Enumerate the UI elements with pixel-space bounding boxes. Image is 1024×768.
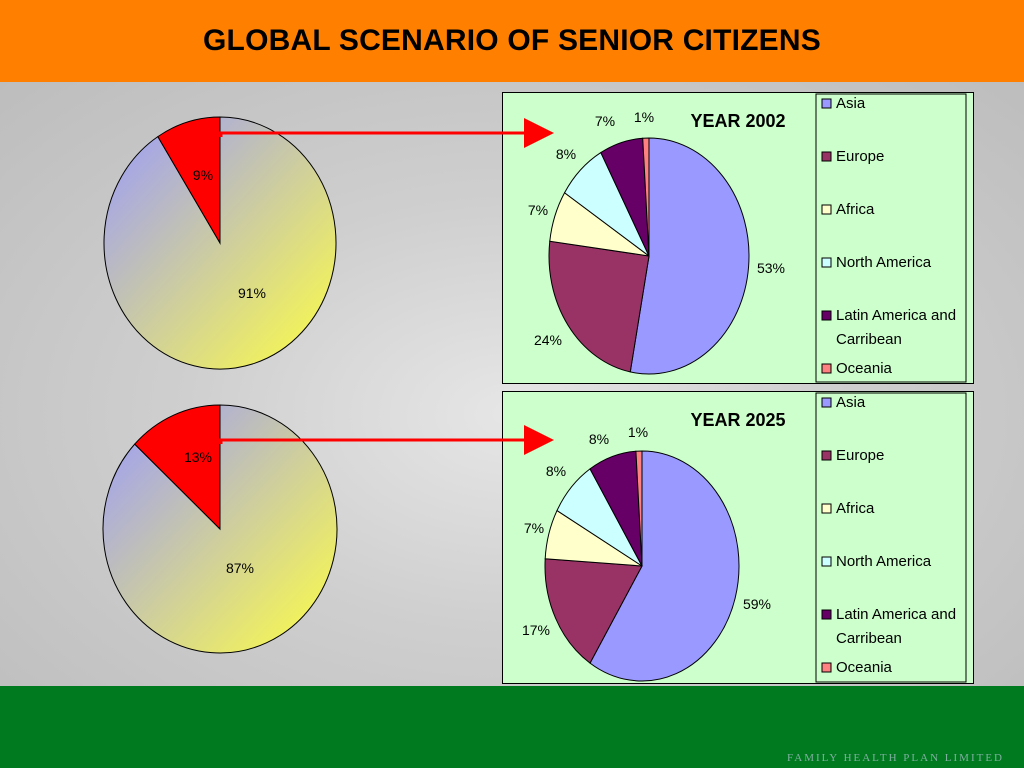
pie4-slice-0 [589,450,740,682]
pie4-data-label: 1% [628,424,648,440]
legend-4-label: North America [836,553,932,570]
pie2-data-label: 53% [757,260,785,276]
pie4-slice-5 [635,450,643,567]
legend-4-swatch [821,609,832,620]
pie2-slice-1 [548,240,650,373]
arrow-2025 [219,425,554,455]
pie1-data-label: 9% [193,167,213,183]
legend-2-label: Europe [836,148,884,165]
legend-4-label: Oceania [836,659,893,676]
pie2-data-label: 24% [534,332,562,348]
legend-2-swatch [821,310,832,321]
pie1-slice-senior [157,116,221,245]
legend-2-label: North America [836,254,932,271]
legend-2-swatch [821,204,832,215]
legend-4-label: Africa [836,500,875,517]
legend-4-swatch [821,556,832,567]
legend-4-label: Latin America and Carribean [836,606,956,647]
pie4-data-label: 7% [524,520,544,536]
pie3-data-label: 87% [226,560,254,576]
pie3-data-label: 13% [184,449,212,465]
header-bar: GLOBAL SCENARIO OF SENIOR CITIZENS [0,0,1024,82]
pie2-slice-5 [642,137,650,257]
pie4-slice-1 [544,558,643,664]
legend-4 [815,392,967,683]
legend-4-swatch [821,450,832,461]
legend-2 [815,93,967,383]
pie3-slice-other [102,404,338,654]
legend-4-swatch [821,503,832,514]
legend-2-swatch [821,151,832,162]
legend-2-swatch [821,257,832,268]
pie4-data-label: 17% [522,622,550,638]
legend-4-label: Asia [836,394,866,411]
pie2-data-label: 7% [528,202,548,218]
pie2-data-label: 7% [595,113,615,129]
pie4-data-label: 59% [743,596,771,612]
page-title: GLOBAL SCENARIO OF SENIOR CITIZENS [203,24,821,57]
pie1-data-label: 91% [238,285,266,301]
legend-2-label: Oceania [836,360,893,377]
pie2-data-label: 8% [556,146,576,162]
legend-4-label: Europe [836,447,884,464]
legend-2-label: Asia [836,95,866,112]
legend-2-label: Africa [836,201,875,218]
pie2-data-label: 1% [634,109,654,125]
legend-2-label: Latin America and Carribean [836,307,956,348]
brand-logo-text: FAMILY HEALTH PLAN LIMITED [786,752,1004,764]
legend-4-swatch [821,662,832,673]
arrow-2002 [219,118,554,148]
pie4-data-label: 8% [589,431,609,447]
legend-2-swatch [821,363,832,374]
pie2-slice-0 [629,137,750,375]
pie4-title: YEAR 2025 [690,410,785,430]
pie2-title: YEAR 2002 [690,111,785,131]
legend-2-swatch [821,98,832,109]
pie3-slice-senior [134,404,221,531]
footer-bar: FAMILY HEALTH PLAN LIMITED [0,686,1024,768]
legend-4-swatch [821,397,832,408]
pie4-data-label: 8% [546,463,566,479]
